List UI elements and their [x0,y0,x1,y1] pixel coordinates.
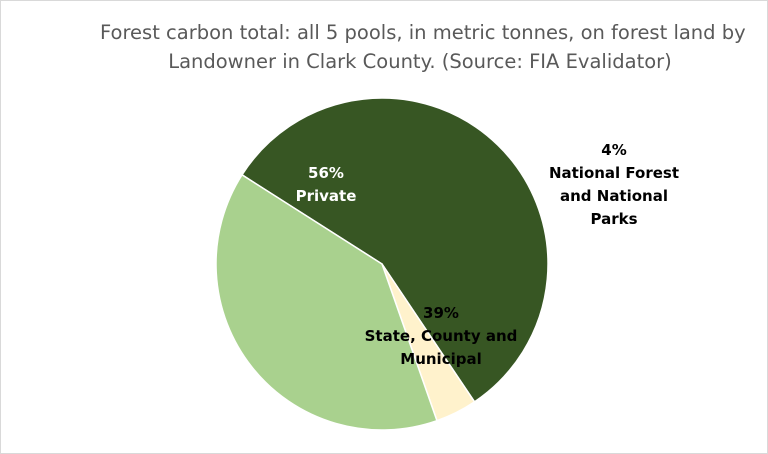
category-label-line: and National [560,187,668,205]
percent-label: 4% [601,141,626,159]
category-label-line: Parks [590,210,637,228]
category-label-line: Private [296,187,357,205]
pie-slices [215,97,549,431]
percent-label: 39% [423,304,459,322]
chart-title-line-1: Forest carbon total: all 5 pools, in met… [100,21,746,44]
category-label-line: National Forest [549,164,679,182]
slice-private [240,97,549,403]
slice-state-county-municipal-label: 39% State, County and Municipal [365,304,518,368]
category-label-line: State, County and [365,327,518,345]
chart-title: Forest carbon total: all 5 pools, in met… [100,18,746,76]
slice-national-forest-parks-label: 4% National Forest and National Parks [549,141,679,228]
slice-state-county-municipal [215,173,438,431]
slice-private-label: 56% Private [296,164,357,205]
category-label-line: Municipal [400,350,481,368]
percent-label: 56% [308,164,344,182]
pie-labels: 56% Private 4% National Forest and National P… [296,141,679,368]
chart-title-line-2: Landowner in Clark County. (Source: FIA … [168,50,672,73]
